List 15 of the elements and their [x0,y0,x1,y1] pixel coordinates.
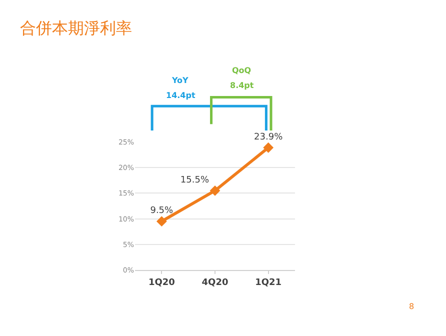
x-tick-label: 1Q21 [255,278,282,288]
text: QoQ [232,66,252,75]
point [156,216,167,227]
data-label: 9.5% [150,206,174,216]
text: 14.4pt [166,91,196,100]
point [263,142,274,153]
x-tick-label: 1Q20 [148,278,175,288]
data-label: 23.9% [254,132,284,142]
text: 8 [409,302,414,311]
point [210,185,220,196]
x-tick-label: 4Q20 [202,278,228,288]
text: 8.4pt [230,81,254,90]
chart-title: 合併本期淨利率 [20,18,132,38]
text: YoY [171,76,189,85]
data-label: 15.5% [180,175,210,186]
